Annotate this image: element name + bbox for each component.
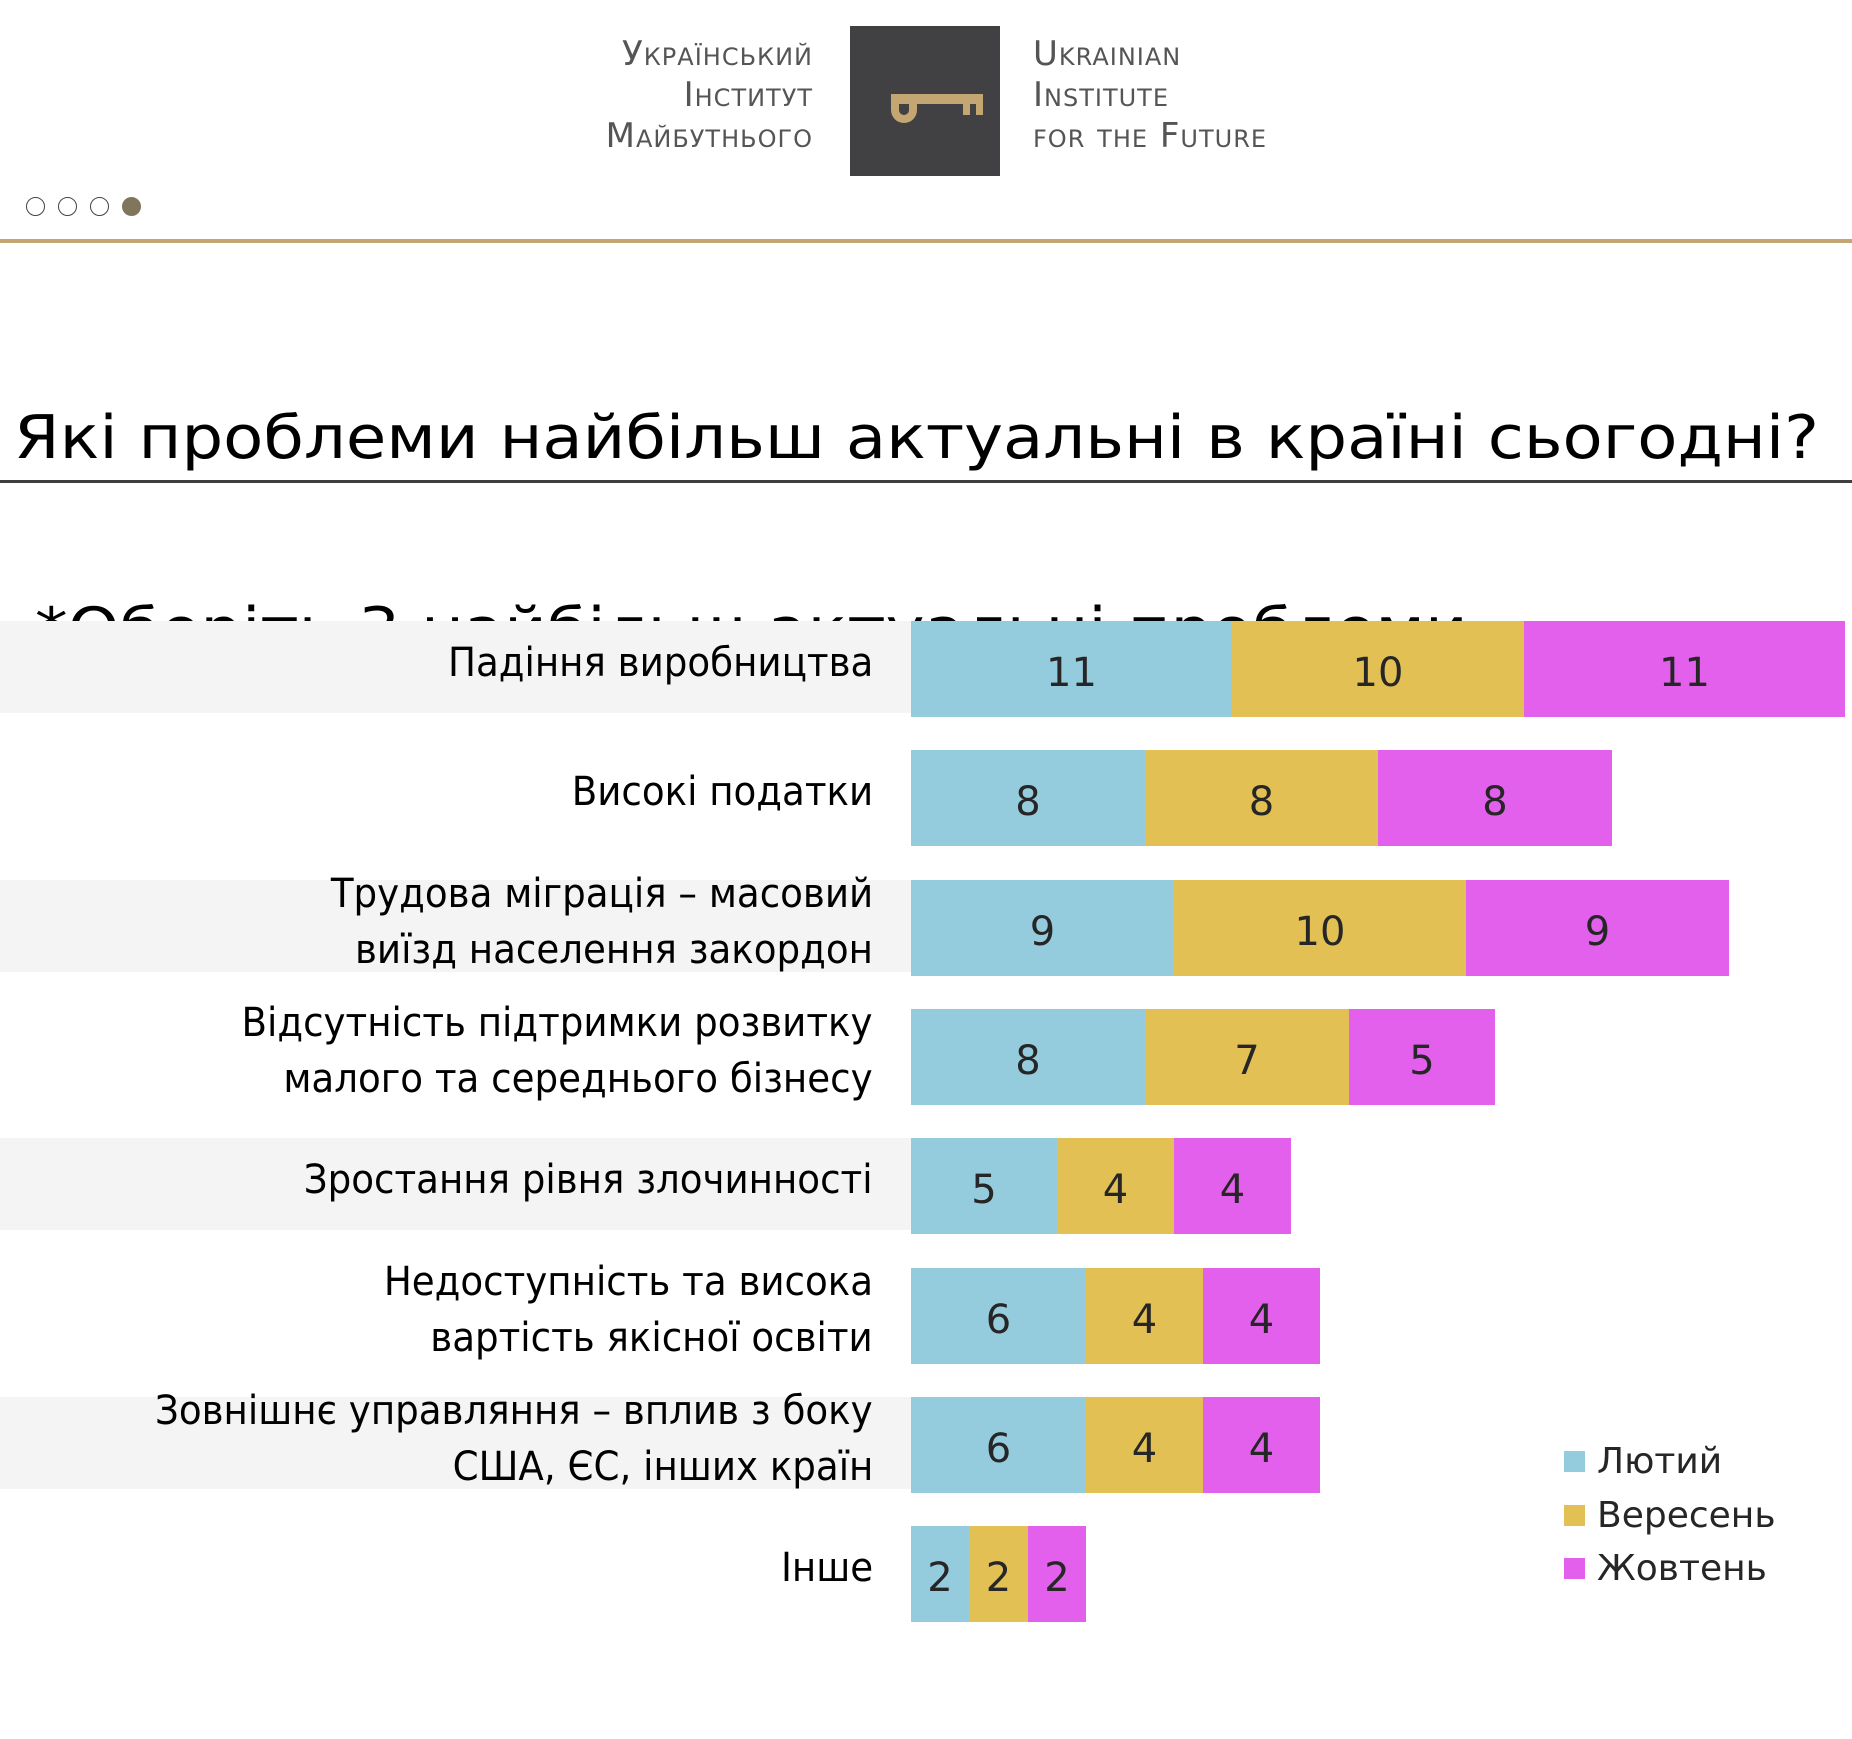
category-label-line: виїзд населення закордон [355,927,873,973]
category-label: Зростання рівня злочинності [0,1132,873,1228]
pager-dot[interactable] [58,197,77,216]
bar-value-label: 4 [1131,1297,1158,1343]
bar-value-label: 4 [1102,1167,1129,1213]
category-label-line: Трудова міграція – масовий [330,871,873,917]
row-band [0,880,911,972]
category-label: Інше [0,1520,873,1616]
bar-value-label: 11 [1046,650,1097,696]
category-label: Недоступність та висока вартість якісної … [0,1259,873,1361]
bar-value-label: 10 [1352,650,1404,696]
category-label: Падіння виробництва [0,615,873,711]
bar-segment-Лютий: 6 [911,1268,1086,1364]
category-label-line: Зовнішнє управляння – вплив з боку [155,1388,873,1434]
category-label-line: малого та середнього бізнесу [283,1056,873,1102]
category-label-line: Інше [780,1545,873,1591]
bar-value-label: 2 [985,1555,1012,1601]
category-label-line: Відсутність підтримки розвитку [241,1000,873,1046]
bar-segment-Лютий: 2 [911,1526,969,1622]
bar-segment-Жовтень: 4 [1203,1268,1320,1364]
bar-segment-Вересень: 10 [1174,880,1466,976]
bar-value-label: 11 [1659,650,1710,696]
bar-value-label: 8 [1482,779,1508,825]
pager-dot[interactable] [26,197,45,216]
bar-value-label: 10 [1294,909,1346,955]
bar-segment-Лютий: 8 [911,750,1145,846]
bar-segment-Вересень: 4 [1086,1397,1203,1493]
title-line-1: Які проблеми найбільш актуальні в країні… [14,403,1819,473]
category-label: Зовнішнє управляння – вплив з боку США, Є… [0,1388,873,1490]
bar-segment-Вересень: 2 [969,1526,1028,1622]
legend-swatch [1564,1558,1585,1579]
bar-segment-Жовтень: 2 [1028,1526,1086,1622]
bar-segment-Жовтень: 9 [1466,880,1729,976]
logo-ua-line: Майбутнього [605,116,813,156]
category-label-line: вартість якісної освіти [430,1315,873,1361]
bar-value-label: 9 [1584,909,1611,955]
bar-value-label: 4 [1248,1297,1275,1343]
category-label-line: Зростання рівня злочинності [304,1157,873,1203]
bar-segment-Вересень: 7 [1145,1009,1349,1105]
bar-value-label: 6 [985,1297,1012,1343]
bar-value-label: 4 [1219,1167,1246,1213]
row-band [0,1397,911,1489]
category-label: Трудова міграція – масовий виїзд населенн… [0,871,873,973]
bar-value-label: 8 [1015,1038,1041,1084]
title-divider [0,480,1852,483]
legend-label: Вересень [1597,1495,1776,1536]
category-label-line: Високі податки [571,769,873,815]
bar-value-label: 4 [1248,1426,1275,1472]
logo-mark [850,26,1000,176]
bar-segment-Лютий: 6 [911,1397,1086,1493]
bar-segment-Лютий: 5 [911,1138,1057,1234]
bar-segment-Жовтень: 11 [1524,621,1845,717]
logo-en-line: for the Future [1033,116,1268,156]
category-label: Відсутність підтримки розвитку малого та … [0,1000,873,1102]
logo-ua-line: Український [622,34,813,74]
row-band [0,1138,911,1230]
logo-ua-line: Інститут [683,75,813,115]
pager-dot[interactable] [90,197,109,216]
logo-en-line: Ukrainian [1033,34,1182,74]
legend-swatch [1564,1505,1585,1526]
category-label-line: Недоступність та висока [383,1259,873,1305]
bar-segment-Лютий: 9 [911,880,1174,976]
bar-segment-Вересень: 10 [1232,621,1524,717]
bar-value-label: 2 [927,1555,953,1601]
bar-segment-Жовтень: 4 [1174,1138,1291,1234]
bar-value-label: 6 [985,1426,1012,1472]
logo-en-line: Institute [1033,75,1170,115]
bar-value-label: 5 [1409,1038,1435,1084]
logo-text-ukrainian: Український Інститут Майбутнього [606,34,813,157]
key-icon [891,94,983,123]
bar-segment-Вересень: 8 [1145,750,1378,846]
accent-divider [0,239,1852,243]
category-label: Високі податки [0,744,873,840]
bar-value-label: 8 [1248,779,1275,825]
row-band [0,621,911,713]
page-title: Які проблеми найбільш актуальні в країні… [14,278,1819,726]
bar-value-label: 8 [1015,779,1041,825]
bar-segment-Лютий: 11 [911,621,1232,717]
bar-value-label: 4 [1131,1426,1158,1472]
bar-value-label: 2 [1044,1555,1070,1601]
logo-text-english: Ukrainian Institute for the Future [1033,34,1267,157]
bar-segment-Жовтень: 8 [1378,750,1612,846]
bar-value-label: 9 [1029,909,1056,955]
bar-value-label: 5 [971,1167,997,1213]
bar-value-label: 7 [1234,1038,1260,1084]
legend-label: Жовтень [1597,1548,1767,1589]
category-label-line: США, ЄС, інших країн [452,1444,873,1490]
bar-segment-Жовтень: 4 [1203,1397,1320,1493]
bar-segment-Вересень: 4 [1057,1138,1174,1234]
bar-segment-Лютий: 8 [911,1009,1145,1105]
bar-segment-Жовтень: 5 [1349,1009,1495,1105]
legend-swatch [1564,1451,1585,1472]
pager-dot[interactable] [122,197,141,216]
legend-label: Лютий [1597,1441,1723,1482]
category-label-line: Падіння виробництва [447,640,873,686]
bar-segment-Вересень: 4 [1086,1268,1203,1364]
